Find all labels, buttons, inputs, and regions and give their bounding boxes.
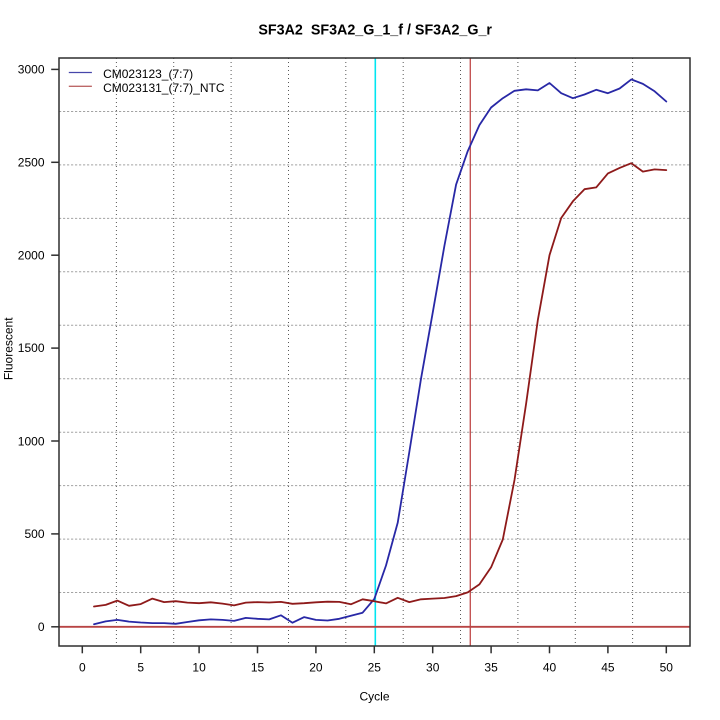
svg-text:Cycle: Cycle xyxy=(359,690,389,704)
svg-text:2500: 2500 xyxy=(18,156,45,170)
svg-text:Fluorescent: Fluorescent xyxy=(2,317,16,380)
svg-text:3000: 3000 xyxy=(18,63,45,77)
svg-text:SF3A2 SF3A2_G_1_f / SF3A2_G_r: SF3A2 SF3A2_G_1_f / SF3A2_G_r xyxy=(258,23,492,39)
svg-text:0: 0 xyxy=(38,620,45,634)
svg-text:30: 30 xyxy=(426,661,440,675)
svg-text:15: 15 xyxy=(251,661,265,675)
svg-text:1500: 1500 xyxy=(18,341,45,355)
svg-text:10: 10 xyxy=(192,661,206,675)
svg-text:0: 0 xyxy=(79,661,86,675)
svg-text:50: 50 xyxy=(660,661,674,675)
svg-text:1000: 1000 xyxy=(18,434,45,448)
svg-text:5: 5 xyxy=(137,661,144,675)
svg-text:35: 35 xyxy=(484,661,498,675)
svg-text:45: 45 xyxy=(601,661,615,675)
svg-text:CM023131_(7:7)_NTC: CM023131_(7:7)_NTC xyxy=(103,81,225,95)
svg-text:500: 500 xyxy=(24,527,44,541)
svg-text:2000: 2000 xyxy=(18,249,45,263)
svg-text:CM023123_(7:7): CM023123_(7:7) xyxy=(103,67,193,81)
svg-text:20: 20 xyxy=(309,661,323,675)
svg-text:40: 40 xyxy=(543,661,557,675)
svg-text:25: 25 xyxy=(368,661,382,675)
